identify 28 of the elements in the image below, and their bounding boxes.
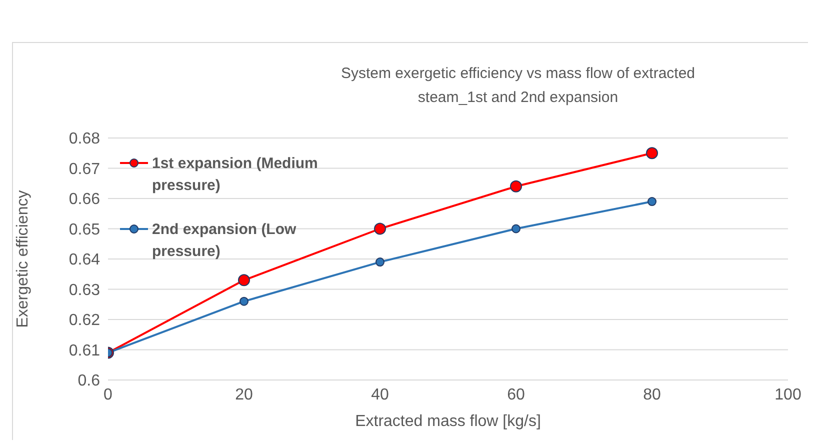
chart-title: System exergetic efficiency vs mass flow of extracted steam_1st and 2nd expansion	[340, 64, 696, 108]
x-tick-label: 80	[643, 386, 661, 404]
y-tick-label: 0.63	[68, 282, 100, 299]
x-axis-title: Extracted mass flow [kg/s]	[355, 413, 541, 430]
x-tick-label: 100	[774, 386, 802, 404]
y-tick-label: 0.64	[68, 252, 100, 269]
x-tick-label: 20	[235, 386, 253, 404]
point	[510, 180, 522, 192]
y-tick-label: 0.65	[68, 221, 100, 238]
y-tick-label: 0.62	[68, 312, 100, 330]
legend-label: 2nd expansion (Low pressure)	[152, 220, 298, 262]
point	[512, 224, 520, 234]
y-axis-title: Exergetic efficiency	[14, 190, 32, 328]
point	[374, 222, 386, 235]
y-tick-label: 0.68	[68, 130, 100, 148]
y-tick-label: 0.66	[68, 191, 100, 208]
point	[238, 274, 250, 286]
x-tick-label: 40	[371, 386, 389, 404]
y-tick-label: 0.6	[78, 372, 100, 390]
point	[648, 197, 656, 206]
point	[240, 296, 248, 306]
x-tick-label: 60	[507, 386, 525, 404]
x-tick-label: 0	[104, 386, 113, 404]
y-tick-label: 0.61	[68, 342, 100, 360]
point	[376, 258, 384, 267]
point	[646, 147, 658, 160]
y-tick-label: 0.67	[68, 160, 100, 178]
legend-label: 1st expansion (Medium pressure)	[152, 154, 319, 196]
